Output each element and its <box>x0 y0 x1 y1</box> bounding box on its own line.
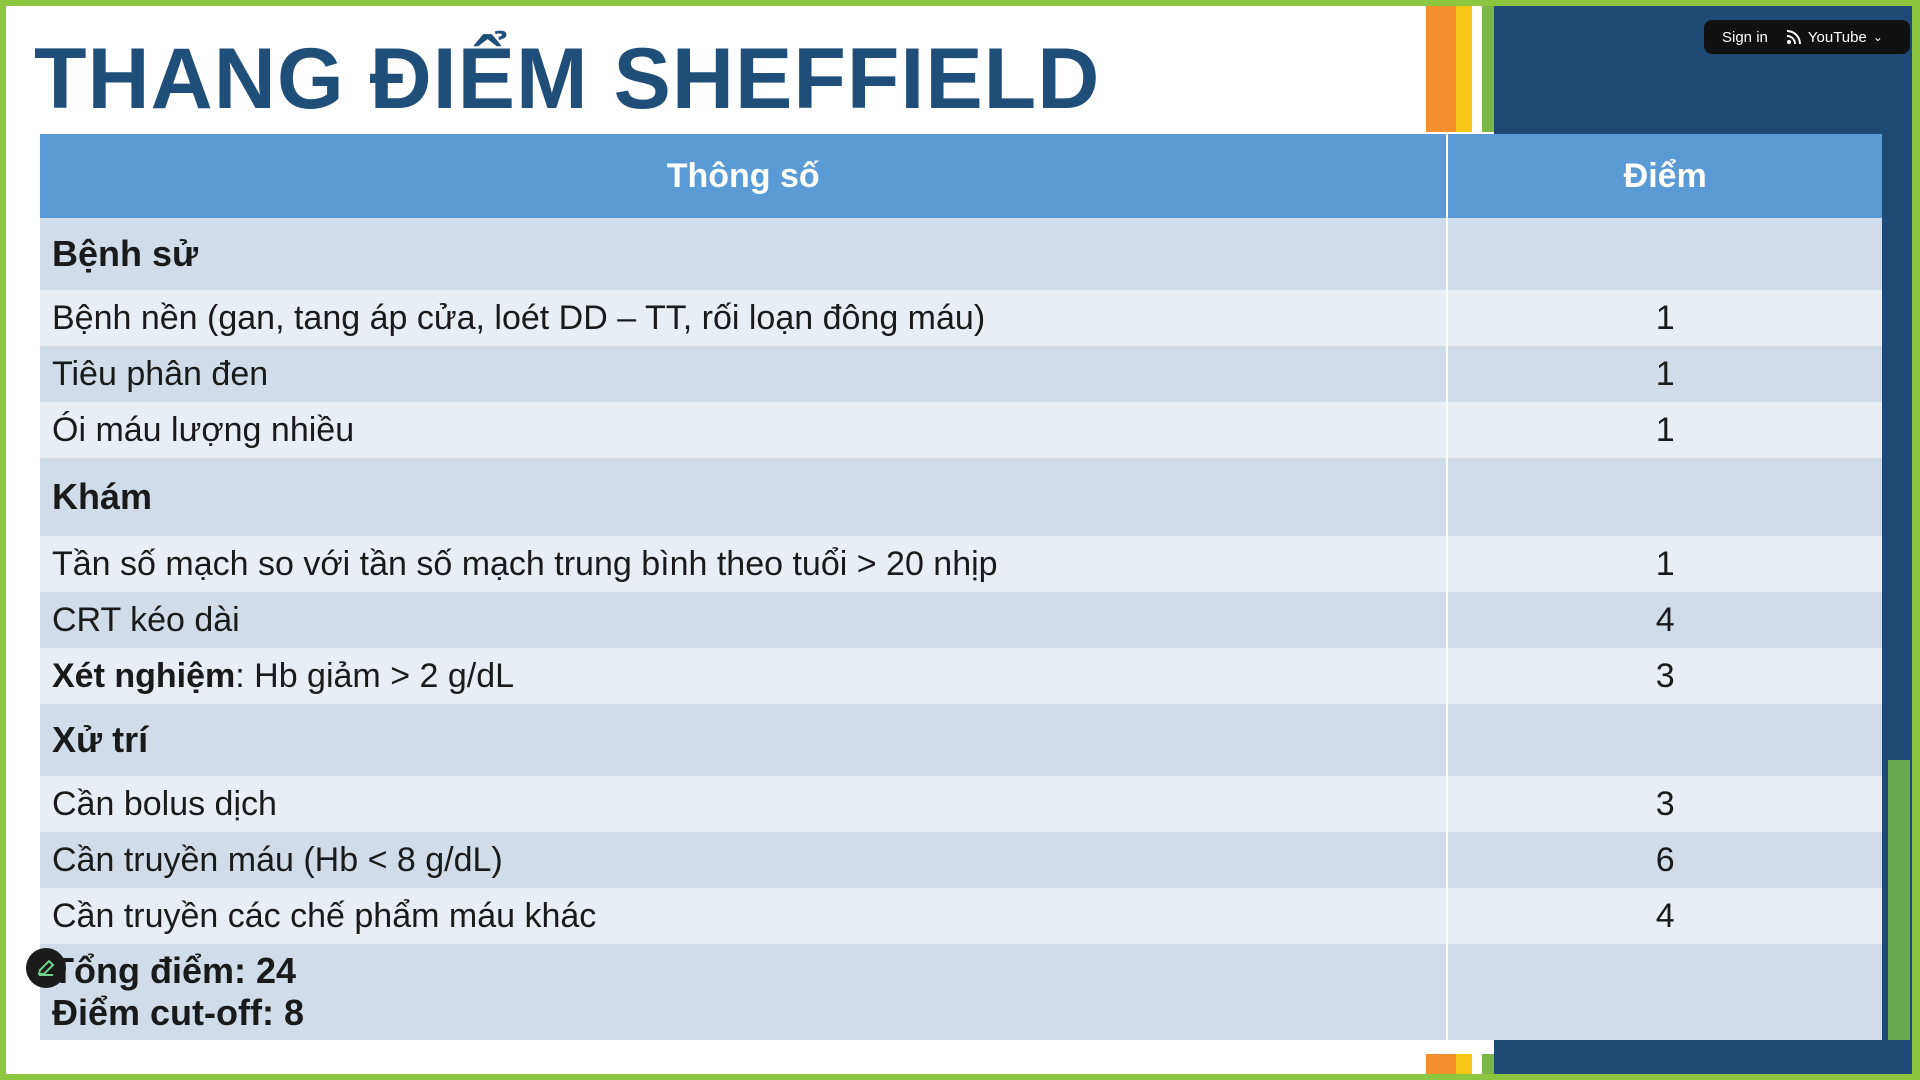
cutoff-score: Điểm cut-off: 8 <box>52 992 304 1033</box>
youtube-menu-button[interactable]: YouTube <box>1807 28 1867 46</box>
section-row-management: Xử trí <box>40 704 1882 776</box>
table-row: Cần bolus dịch 3 <box>40 776 1882 832</box>
row-score: 6 <box>1447 832 1882 888</box>
row-score: 1 <box>1447 402 1882 458</box>
total-score: Tổng điểm: 24 <box>52 950 297 991</box>
row-label: Tần số mạch so với tần số mạch trung bìn… <box>40 536 1449 592</box>
row-score: 4 <box>1447 592 1882 648</box>
decorative-stripe <box>1472 0 1482 132</box>
table-header-row: Thông số Điểm <box>40 134 1882 218</box>
row-score: 3 <box>1447 776 1882 832</box>
total-row: Tổng điểm: 24 Điểm cut-off: 8 <box>40 944 1882 1040</box>
section-row-history: Bệnh sử <box>40 218 1882 290</box>
header-param: Thông số <box>40 134 1449 218</box>
row-score: 1 <box>1447 290 1882 346</box>
row-label: Bệnh nền (gan, tang áp cửa, loét DD – TT… <box>40 290 1449 346</box>
header-score: Điểm <box>1447 134 1882 218</box>
table-row-lab: Xét nghiệm: Hb giảm > 2 g/dL 3 <box>40 648 1882 704</box>
youtube-overlay-bar: Sign in YouTube ⌄ <box>1704 20 1910 54</box>
chevron-down-icon[interactable]: ⌄ <box>1872 30 1883 44</box>
decorative-stripe <box>1456 0 1472 132</box>
section-label: Xử trí <box>40 704 1449 776</box>
row-score: 1 <box>1447 536 1882 592</box>
row-label: CRT kéo dài <box>40 592 1449 648</box>
row-label: Cần bolus dịch <box>40 776 1449 832</box>
pencil-icon[interactable] <box>26 948 66 988</box>
decorative-stripe <box>1426 0 1456 132</box>
section-label: Bệnh sử <box>40 218 1449 290</box>
table-row: Ói máu lượng nhiều 1 <box>40 402 1882 458</box>
decorative-stripe <box>1456 1054 1472 1080</box>
sign-in-button[interactable]: Sign in <box>1722 28 1768 46</box>
row-label: Ói máu lượng nhiều <box>40 402 1449 458</box>
lab-label-bold: Xét nghiệm <box>52 656 236 695</box>
table-row: Tần số mạch so với tần số mạch trung bìn… <box>40 536 1882 592</box>
slide-title: THANG ĐIỂM SHEFFIELD <box>34 31 1101 127</box>
total-cell: Tổng điểm: 24 Điểm cut-off: 8 <box>40 944 1449 1040</box>
row-score: 1 <box>1447 346 1882 402</box>
row-score: 3 <box>1447 648 1882 704</box>
decorative-stripe <box>1426 1054 1456 1080</box>
table-row: Bệnh nền (gan, tang áp cửa, loét DD – TT… <box>40 290 1882 346</box>
decorative-stripe <box>1888 760 1910 1040</box>
table-row: CRT kéo dài 4 <box>40 592 1882 648</box>
table-row: Cần truyền máu (Hb < 8 g/dL) 6 <box>40 832 1882 888</box>
row-label: Cần truyền máu (Hb < 8 g/dL) <box>40 832 1449 888</box>
decorative-stripe <box>1482 0 1494 132</box>
row-label: Xét nghiệm: Hb giảm > 2 g/dL <box>40 648 1449 704</box>
row-score: 4 <box>1447 888 1882 944</box>
row-label: Tiêu phân đen <box>40 346 1449 402</box>
row-label: Cần truyền các chế phẩm máu khác <box>40 888 1449 944</box>
rss-icon <box>1786 30 1801 45</box>
section-label: Khám <box>40 458 1449 536</box>
table-row: Tiêu phân đen 1 <box>40 346 1882 402</box>
section-row-exam: Khám <box>40 458 1882 536</box>
lab-label-rest: : Hb giảm > 2 g/dL <box>235 656 515 695</box>
decorative-stripe <box>1482 1054 1494 1080</box>
table-row: Cần truyền các chế phẩm máu khác 4 <box>40 888 1882 944</box>
sheffield-score-table: Thông số Điểm Bệnh sử Bệnh nền (gan, tan… <box>40 134 1882 1040</box>
